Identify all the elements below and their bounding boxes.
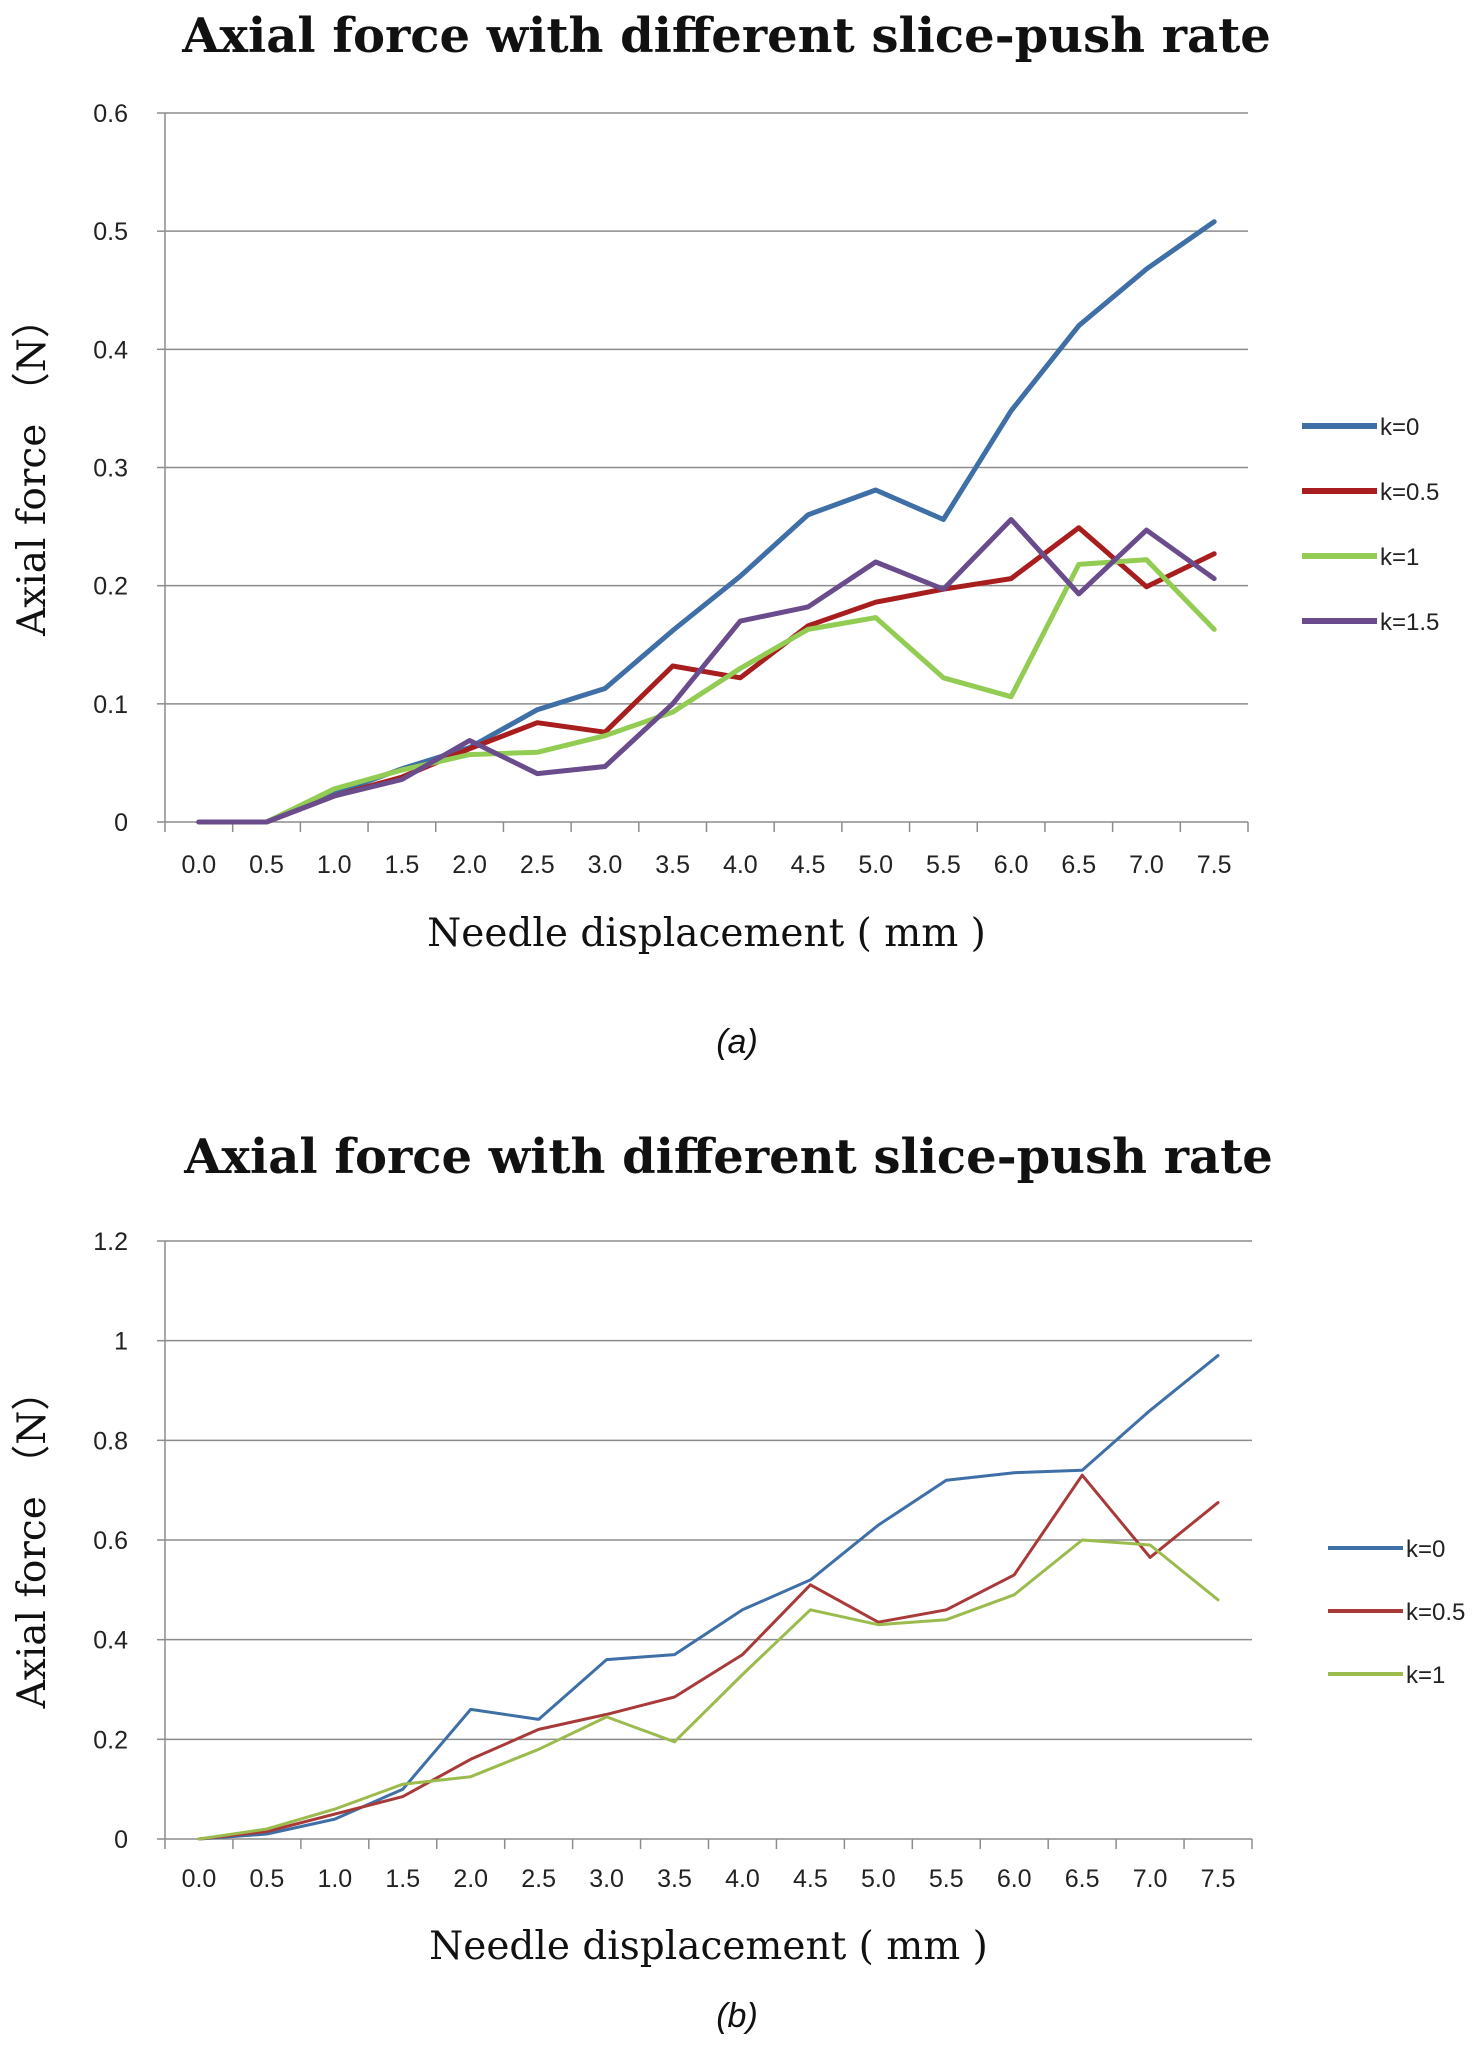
x-tick-label: 0.0 <box>181 851 216 879</box>
x-tick-label: 2.0 <box>453 1865 488 1893</box>
x-tick-label: 4.5 <box>793 1865 828 1893</box>
x-tick-label: 1.0 <box>317 1865 352 1893</box>
y-tick-label: 0.1 <box>93 691 128 719</box>
x-tick-label: 4.0 <box>725 1865 760 1893</box>
chart-panel-a: Axial force with different slice-push ra… <box>10 8 1439 1061</box>
x-tick-label: 2.5 <box>520 851 555 879</box>
legend-label: k=0 <box>1380 414 1419 441</box>
x-axis-label: Needle displacement ( mm ) <box>427 911 986 956</box>
x-tick-label: 3.5 <box>657 1865 692 1893</box>
x-tick-label: 2.0 <box>452 851 487 879</box>
y-axis-label: Axial force （N） <box>10 1372 55 1710</box>
y-axis-label: Axial force （N） <box>10 299 55 637</box>
y-tick-label: 0.2 <box>93 573 128 601</box>
y-tick-label: 0 <box>114 1826 128 1854</box>
chart-a-svg: Axial force with different slice-push ra… <box>10 8 1439 1061</box>
x-tick-label: 6.0 <box>994 851 1029 879</box>
y-tick-label: 1 <box>114 1328 128 1356</box>
x-tick-label: 7.0 <box>1133 1865 1168 1893</box>
x-tick-label: 7.5 <box>1197 851 1232 879</box>
y-tick-label: 0.4 <box>93 336 128 364</box>
x-tick-label: 1.5 <box>385 1865 420 1893</box>
x-tick-label: 5.0 <box>861 1865 896 1893</box>
x-tick-label: 0.0 <box>182 1865 217 1893</box>
y-tick-label: 0.2 <box>93 1726 128 1754</box>
x-tick-label: 3.0 <box>589 1865 624 1893</box>
y-tick-label: 0.8 <box>93 1427 128 1455</box>
y-tick-label: 0.5 <box>93 218 128 246</box>
legend-label: k=0.5 <box>1380 479 1439 506</box>
x-tick-label: 4.5 <box>791 851 826 879</box>
figure-caption: (b) <box>716 1997 758 2035</box>
y-tick-label: 0.4 <box>93 1627 128 1655</box>
x-tick-label: 1.5 <box>385 851 420 879</box>
x-tick-label: 0.5 <box>250 1865 285 1893</box>
series-line-a-2 <box>196 557 1217 825</box>
y-tick-label: 0.3 <box>93 455 128 483</box>
x-tick-label: 6.5 <box>1065 1865 1100 1893</box>
x-tick-label: 6.0 <box>997 1865 1032 1893</box>
legend-label: k=1 <box>1406 1662 1445 1689</box>
x-tick-label: 5.5 <box>926 851 961 879</box>
series-line-b-1 <box>197 1473 1220 1841</box>
x-tick-label: 7.0 <box>1129 851 1164 879</box>
chart-title: Axial force with different slice-push ra… <box>183 1129 1273 1185</box>
legend-label: k=1.5 <box>1380 609 1439 636</box>
y-tick-label: 0.6 <box>93 100 128 128</box>
y-tick-label: 1.2 <box>93 1228 128 1256</box>
series-line-b-2 <box>197 1538 1220 1841</box>
x-axis-label: Needle displacement ( mm ) <box>429 1924 988 1969</box>
x-tick-label: 0.5 <box>249 851 284 879</box>
chart-b-svg: Axial force with different slice-push ra… <box>10 1129 1465 2035</box>
chart-panel-b: Axial force with different slice-push ra… <box>0 1120 1475 2046</box>
x-tick-label: 7.5 <box>1201 1865 1236 1893</box>
x-tick-label: 5.5 <box>929 1865 964 1893</box>
series-line-b-0 <box>197 1354 1220 1841</box>
x-tick-label: 3.5 <box>655 851 690 879</box>
series-line-a-3 <box>196 517 1217 825</box>
x-tick-label: 6.5 <box>1061 851 1096 879</box>
legend-label: k=0 <box>1406 1536 1445 1563</box>
x-tick-label: 2.5 <box>521 1865 556 1893</box>
figure-caption: (a) <box>716 1023 758 1061</box>
x-tick-label: 1.0 <box>317 851 352 879</box>
x-tick-label: 5.0 <box>858 851 893 879</box>
legend-label: k=0.5 <box>1406 1599 1465 1626</box>
legend-label: k=1 <box>1380 544 1419 571</box>
series-line-a-0 <box>196 219 1217 825</box>
y-tick-label: 0 <box>114 809 128 837</box>
x-tick-label: 3.0 <box>588 851 623 879</box>
chart-title: Axial force with different slice-push ra… <box>181 8 1271 64</box>
x-tick-label: 4.0 <box>723 851 758 879</box>
y-tick-label: 0.6 <box>93 1527 128 1555</box>
